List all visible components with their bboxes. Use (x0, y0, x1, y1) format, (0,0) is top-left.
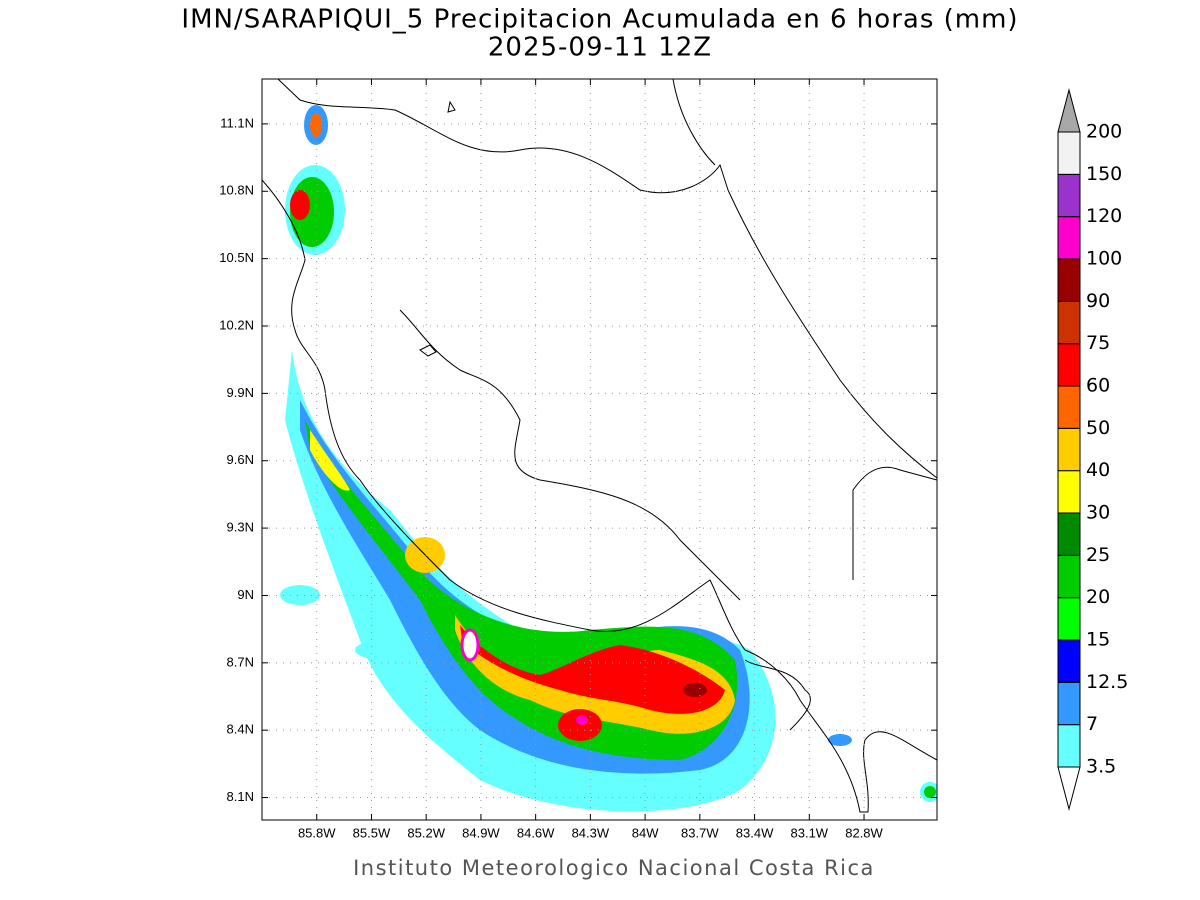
colorbar-label: 75 (1086, 332, 1110, 354)
colorbar-label: 100 (1086, 248, 1122, 270)
x-tick-label: 85.8W (298, 825, 336, 840)
colorbar-bin (1057, 343, 1081, 387)
colorbar-bin (1057, 131, 1081, 175)
y-tick-label: 10.8N (219, 183, 254, 198)
colorbar-bin (1057, 470, 1081, 514)
y-tick-label: 9.9N (227, 385, 254, 400)
colorbar-bin (1057, 597, 1081, 641)
title: IMN/SARAPIQUI_5 Precipitacion Acumulada … (181, 5, 1018, 35)
precipitation-field (262, 79, 937, 813)
colorbar-label: 90 (1086, 290, 1110, 312)
colorbar-bin (1057, 173, 1081, 218)
colorbar-label: 15 (1086, 629, 1110, 651)
colorbar-label: 3.5 (1086, 756, 1116, 778)
map-frame (261, 78, 938, 821)
colorbar-bin (1057, 300, 1081, 345)
colorbar-label: 40 (1086, 459, 1110, 481)
y-tick-label: 10.2N (219, 317, 254, 332)
x-tick-label: 84.9W (462, 825, 500, 840)
colorbar-label: 150 (1086, 163, 1122, 185)
x-tick-label: 85.5W (353, 825, 391, 840)
y-tick-label: 9.3N (227, 520, 254, 535)
colorbar-label: 7 (1086, 713, 1098, 735)
colorbar-bin (1057, 427, 1081, 472)
y-tick-label: 11.1N (220, 115, 254, 130)
colorbar-label: 200 (1086, 121, 1122, 143)
y-tick-label: 9N (237, 587, 254, 602)
colorbar-label: 30 (1086, 502, 1110, 524)
footer: Instituto Meteorologico Nacional Costa R… (353, 856, 875, 880)
colorbar-bin (1057, 512, 1081, 556)
x-tick-label: 84.6W (517, 825, 555, 840)
x-tick-label: 83.4W (736, 825, 774, 840)
colorbar-over (1057, 88, 1081, 133)
colorbar-label: 60 (1086, 375, 1110, 397)
y-tick-label: 8.7N (227, 654, 254, 669)
colorbar-label: 20 (1086, 586, 1110, 608)
colorbar-under (1057, 766, 1081, 811)
y-tick-label: 8.1N (227, 789, 254, 804)
colorbar-bin (1057, 216, 1081, 260)
colorbar-bin (1057, 258, 1081, 302)
grid (262, 79, 937, 820)
colorbar-bin (1057, 639, 1081, 683)
colorbar-bin (1057, 554, 1081, 599)
x-tick-label: 84.3W (572, 825, 610, 840)
y-tick-label: 9.6N (227, 452, 254, 467)
colorbar-label: 12.5 (1086, 671, 1128, 693)
colorbar-bin (1057, 681, 1081, 726)
colorbar-label: 25 (1086, 544, 1110, 566)
y-tick-label: 10.5N (219, 250, 254, 265)
x-tick-label: 85.2W (407, 825, 445, 840)
colorbar-label: 50 (1086, 417, 1110, 439)
subtitle: 2025-09-11 12Z (488, 33, 712, 63)
x-tick-label: 84W (632, 825, 659, 840)
x-tick-label: 83.1W (791, 825, 829, 840)
colorbar-label: 120 (1086, 205, 1122, 227)
colorbar-bin (1057, 724, 1081, 768)
colorbar-bin (1057, 385, 1081, 429)
x-tick-label: 83.7W (681, 825, 719, 840)
x-tick-label: 82.8W (845, 825, 883, 840)
y-tick-label: 8.4N (227, 722, 254, 737)
